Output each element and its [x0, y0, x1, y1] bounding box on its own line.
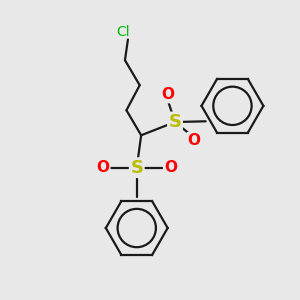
Text: O: O — [188, 133, 201, 148]
Text: Cl: Cl — [117, 25, 130, 39]
Text: O: O — [96, 160, 110, 175]
Text: O: O — [164, 160, 177, 175]
Text: O: O — [161, 87, 174, 102]
Text: S: S — [130, 159, 143, 177]
Text: S: S — [169, 113, 182, 131]
